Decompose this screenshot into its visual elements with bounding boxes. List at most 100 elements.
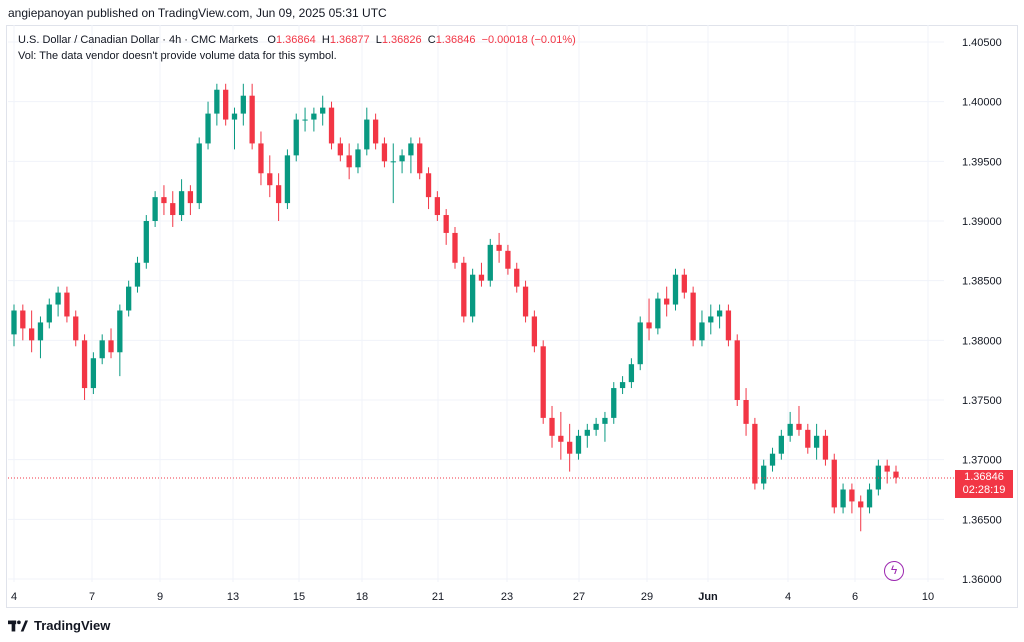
candle-body — [143, 221, 149, 263]
bar-countdown: 02:28:19 — [962, 484, 1006, 496]
candle-body — [452, 232, 458, 263]
x-tick-label: 15 — [293, 591, 305, 603]
candle — [249, 83, 255, 150]
candle — [390, 143, 396, 204]
candle — [619, 376, 626, 395]
candle-body — [487, 244, 493, 281]
candle — [452, 226, 458, 269]
candle-body — [187, 191, 194, 204]
candle — [143, 215, 149, 269]
candle-body — [567, 441, 573, 454]
x-tick-label: 13 — [227, 591, 239, 603]
candle-body — [761, 465, 767, 484]
candle — [293, 113, 299, 162]
x-tick-label: 4 — [11, 591, 17, 603]
candle-body — [628, 364, 635, 383]
candle — [152, 191, 158, 227]
candle-body — [205, 113, 211, 144]
candle-body — [346, 155, 352, 168]
candle-body — [716, 310, 723, 317]
candle — [425, 167, 432, 210]
candle-body — [708, 316, 714, 323]
publisher-line: angiepanoyan published on TradingView.co… — [8, 6, 387, 20]
candle — [743, 388, 749, 436]
high-value: 1.36877 — [329, 34, 370, 46]
candle — [734, 334, 740, 406]
candle-body — [831, 459, 837, 508]
candle-body — [399, 155, 405, 162]
candle — [328, 101, 335, 150]
candle-body — [461, 262, 467, 317]
candle-body — [81, 340, 88, 389]
y-tick-label: 1.40000 — [962, 97, 1002, 109]
candle — [117, 304, 123, 377]
open-label: O — [267, 34, 276, 46]
candle — [196, 137, 202, 210]
x-tick-label: 4 — [785, 591, 791, 603]
candle-body — [840, 489, 846, 508]
candle-body — [240, 95, 246, 114]
candle-body — [302, 119, 308, 121]
candle — [161, 185, 167, 216]
candle — [55, 286, 61, 317]
current-price: 1.36846 — [964, 471, 1004, 483]
candle-body — [355, 149, 361, 168]
candle — [46, 298, 52, 329]
x-tick-label: Jun — [698, 591, 718, 603]
x-tick-label: 29 — [641, 591, 653, 603]
lightning-bolt-icon[interactable]: ϟ — [884, 561, 904, 581]
candle-body — [134, 262, 141, 287]
candle — [302, 107, 308, 132]
candle-body — [73, 316, 79, 341]
candle-body — [223, 89, 229, 120]
candle-body — [646, 322, 652, 329]
candle-body — [469, 274, 476, 317]
candle — [417, 137, 423, 180]
symbol-name: U.S. Dollar / Canadian Dollar · 4h · CMC… — [18, 34, 259, 46]
candle — [858, 495, 864, 532]
candle-body — [443, 215, 449, 233]
candle — [372, 113, 379, 150]
candle-body — [611, 388, 617, 418]
candle — [275, 173, 282, 221]
candle-body — [496, 244, 502, 251]
candle — [796, 405, 802, 436]
candle — [284, 149, 291, 210]
y-tick-label: 1.38500 — [962, 276, 1002, 288]
candle — [514, 262, 520, 293]
candle — [787, 411, 793, 442]
candle-body — [681, 274, 687, 293]
candle — [20, 304, 26, 341]
candle — [355, 143, 361, 174]
candle-body — [540, 346, 546, 418]
current-price-tag: 1.36846 02:28:19 — [955, 470, 1013, 498]
candle — [214, 83, 220, 126]
candle-body — [478, 274, 485, 281]
candle-body — [778, 435, 784, 454]
candle — [487, 238, 493, 287]
candle — [769, 447, 776, 472]
candle — [575, 429, 582, 460]
close-value: 1.36846 — [435, 34, 476, 46]
candle-body — [293, 119, 299, 156]
candle-body — [505, 250, 511, 269]
candle-body — [320, 107, 326, 114]
candle — [469, 268, 476, 323]
candle-body — [337, 143, 343, 156]
candle — [664, 286, 670, 317]
candle-body — [37, 322, 44, 341]
candle-body — [664, 298, 670, 305]
candle-body — [214, 89, 220, 114]
candle — [364, 107, 370, 156]
candle-body — [619, 382, 626, 389]
candle-body — [805, 429, 811, 448]
candle-body — [267, 173, 273, 186]
brand-name: TradingView — [34, 618, 111, 633]
candle — [690, 286, 696, 347]
candle-body — [249, 95, 255, 144]
candle — [73, 310, 79, 347]
candle — [320, 95, 326, 126]
candle-body — [796, 423, 802, 430]
y-tick-label: 1.38000 — [962, 335, 1002, 347]
